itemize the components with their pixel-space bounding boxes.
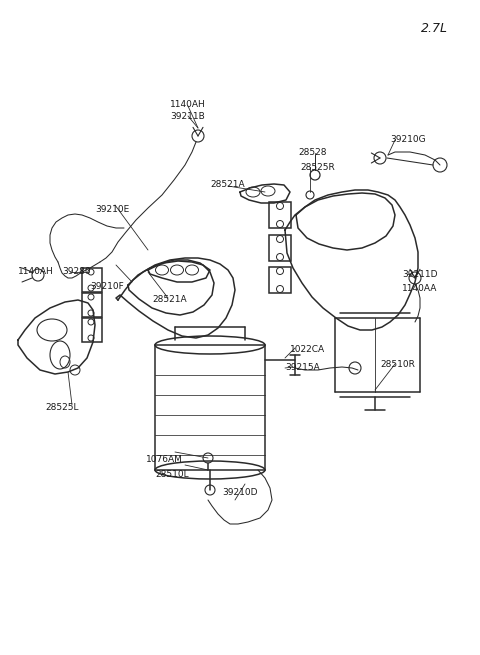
Text: 1140AH: 1140AH (18, 267, 54, 276)
Text: 1140AH: 1140AH (170, 100, 206, 109)
Text: 28528: 28528 (299, 148, 327, 157)
Text: 39210G: 39210G (390, 135, 426, 144)
Bar (269, 202, 291, 228)
Text: 2.7L: 2.7L (421, 22, 448, 35)
Bar (82, 318, 102, 342)
Text: 39280: 39280 (62, 267, 91, 276)
Bar (269, 267, 291, 293)
Bar (82, 293, 102, 317)
Text: 39210F: 39210F (90, 282, 124, 291)
Text: 28521A: 28521A (152, 295, 187, 304)
Text: 39211B: 39211B (170, 112, 205, 121)
Text: 39210E: 39210E (95, 205, 129, 214)
Text: 28521A: 28521A (211, 180, 245, 189)
Text: 39211D: 39211D (402, 270, 437, 279)
Bar (82, 268, 102, 292)
Text: 28510L: 28510L (155, 470, 189, 479)
Text: 28510R: 28510R (380, 360, 415, 369)
Text: 1076AM: 1076AM (145, 455, 182, 464)
Text: 1022CA: 1022CA (290, 345, 325, 354)
Text: 28525L: 28525L (45, 403, 79, 412)
Text: 39215A: 39215A (285, 363, 320, 372)
Bar (269, 235, 291, 261)
Text: 28525R: 28525R (300, 163, 335, 172)
Text: 1140AA: 1140AA (402, 284, 437, 293)
Text: 39210D: 39210D (222, 488, 258, 497)
